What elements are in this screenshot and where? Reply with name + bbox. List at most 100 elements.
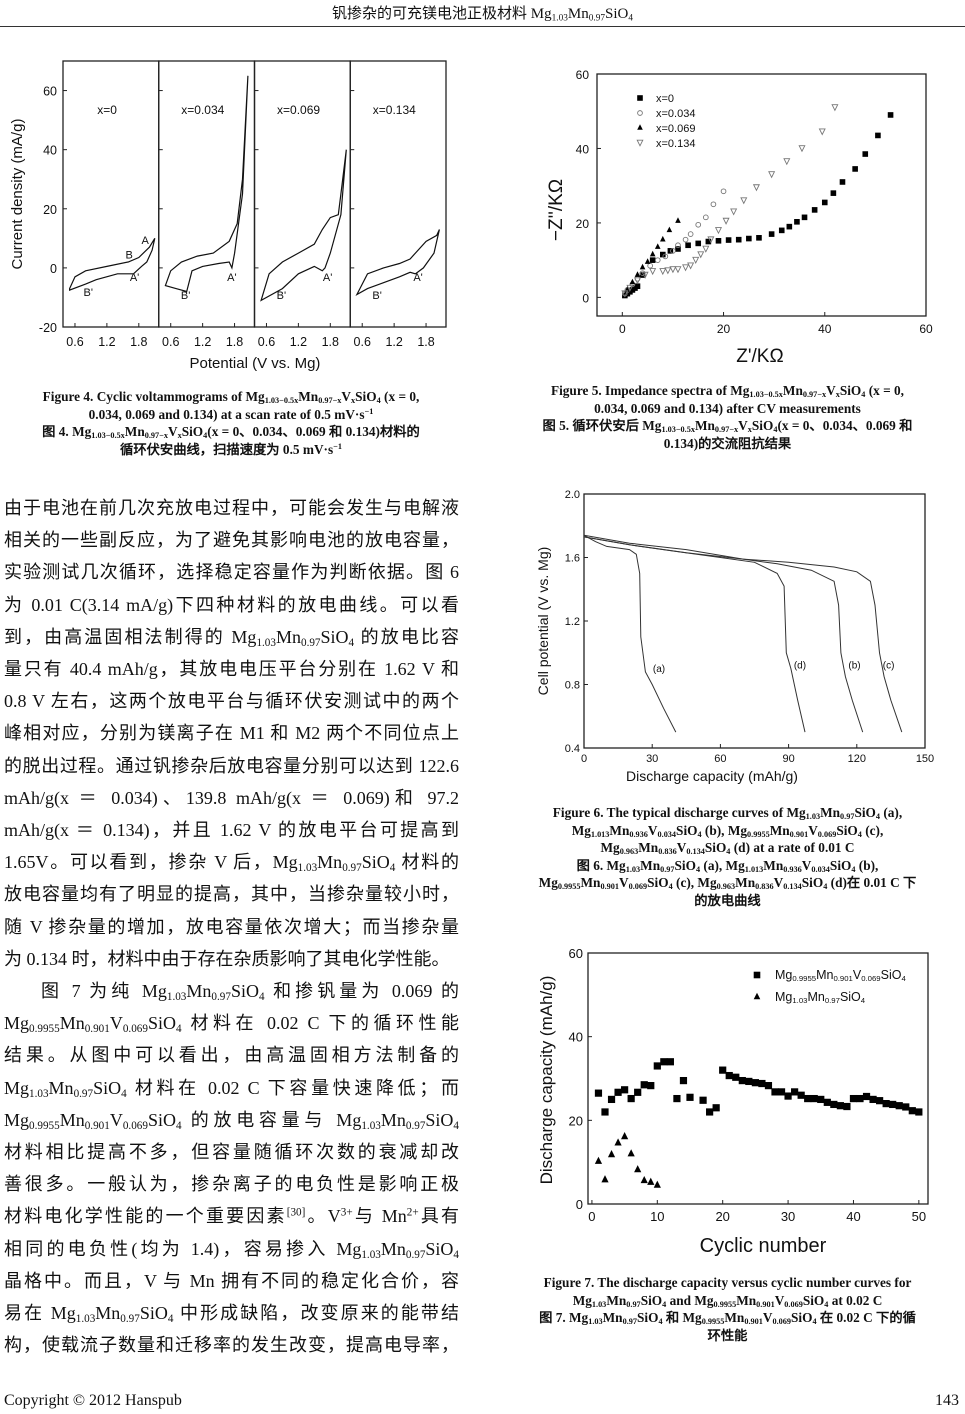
y-tick-label: 40	[43, 144, 57, 158]
body-text-line: 易在 Mg1.03Mn0.97SiO4 中形成缺陷，改变原来的能带结	[4, 1303, 460, 1325]
body-text-line: mAh/g(x ＝ 0.134)，并且 1.62 V 的放电平台可提高到	[4, 820, 459, 840]
cv-curve-x=0.034	[164, 75, 249, 293]
data-point-x=0	[852, 166, 858, 172]
legend-marker	[637, 110, 643, 116]
peak-label: B'	[372, 290, 381, 302]
data-point	[640, 1175, 648, 1184]
data-point-x=0.134	[633, 277, 642, 285]
data-point	[686, 1093, 694, 1101]
data-point	[791, 1088, 799, 1096]
body-text-line: 材料电化学性能的一个重要因素[30]。V3+与 Mn2+具有	[4, 1206, 460, 1227]
body-text-line: Mg1.03Mn0.97SiO4 材料在 0.02 C 下容量快速降低；而	[4, 1077, 459, 1100]
x-tick-label: 50	[912, 1209, 926, 1224]
data-point-x=0	[695, 240, 702, 247]
data-point	[673, 1094, 681, 1103]
cv-curve-x=0.134	[355, 229, 440, 296]
data-point	[660, 1058, 668, 1066]
y-axis-label: Cell potential (V vs. Mg)	[535, 547, 551, 696]
body-text-line: 随 V 掺杂量的增加，放电容量依次增大；而当掺杂量	[4, 916, 459, 937]
data-point	[882, 1100, 890, 1108]
x-tick-label: 30	[781, 1209, 795, 1224]
data-point-x=0.134	[664, 267, 672, 275]
caption-line: Mg0.963Mn0.836V0.134SiO4 (d) at a rate o…	[600, 840, 855, 857]
y-tick-label: 2.0	[565, 489, 580, 501]
data-point	[719, 1066, 727, 1074]
x-tick-label: 150	[916, 753, 934, 765]
data-point-x=0	[830, 190, 837, 196]
data-point-x=0.134	[722, 217, 730, 225]
data-point-x=0	[875, 132, 881, 139]
caption-line: Mg1.03Mn0.97SiO4 and Mg0.9955Mn0.901V0.0…	[572, 1292, 883, 1309]
data-point	[732, 1073, 740, 1081]
data-point-x=0.134	[626, 284, 634, 292]
data-point	[607, 1150, 616, 1158]
legend-marker	[637, 95, 643, 101]
data-point	[797, 1091, 805, 1099]
data-point	[627, 1094, 635, 1103]
data-point	[614, 1088, 622, 1096]
data-point-x=0	[705, 238, 712, 245]
body-text-line: 晶格中。而且，V 与 Mn 拥有不同的稳定化合价，容	[4, 1270, 459, 1291]
cycling-plot-frame	[587, 952, 929, 1205]
peak-label: B'	[277, 290, 286, 302]
data-point	[745, 1077, 753, 1086]
x-tick-label: 1.8	[322, 335, 339, 349]
y-axis-label: −Z''/KΩ	[546, 179, 567, 241]
x-tick-label: 0	[588, 1209, 595, 1224]
peak-label: A	[142, 235, 150, 247]
caption-line: Figure 7. The discharge capacity versus …	[543, 1275, 912, 1290]
data-point	[738, 1076, 746, 1085]
caption-line: Figure 6. The typical discharge curves o…	[552, 805, 903, 822]
body-text-line: 为 0.01 C(3.14 mA/g)下四种材料的放电曲线。可以看	[4, 594, 459, 615]
data-point	[706, 1108, 714, 1116]
data-point-x=0	[746, 235, 752, 242]
legend-label: x=0	[656, 93, 674, 105]
data-point	[836, 1102, 844, 1110]
data-point-x=0.134	[641, 271, 649, 279]
curve-label: (d)	[794, 661, 806, 672]
data-point	[823, 1098, 831, 1106]
data-point-x=0.069	[639, 263, 646, 270]
body-text-line: 为 0.134 时，材料中由于存在杂质影响了其电化学性能。	[4, 948, 450, 969]
data-point	[777, 1088, 786, 1096]
body-text-line: 放电容量均有了明显的提高，其中，当掺杂量较小时，	[4, 884, 459, 905]
data-point-x=0.069	[660, 235, 666, 242]
running-header: 钒掺杂的可充镁电池正极材料 Mg1.03Mn0.97SiO4	[332, 6, 633, 24]
cv-panel-frame	[349, 60, 447, 328]
peak-label: A'	[227, 272, 236, 284]
figure-7-caption: Figure 7. The discharge capacity versus …	[490, 1274, 965, 1344]
data-point	[758, 1079, 766, 1088]
data-point	[817, 1095, 825, 1104]
discharge-curve-(d)	[583, 536, 806, 733]
data-point-x=0	[821, 199, 828, 206]
data-point	[764, 1082, 773, 1090]
caption-line: 图 7. Mg1.03Mn0.97SiO4 和 Mg0.9955Mn0.901V…	[539, 1310, 916, 1327]
cv-panel-frame	[253, 60, 351, 328]
data-point-x=0.134	[783, 158, 791, 166]
body-text-line: Mg0.9955Mn0.901V0.069SiO4 的放电容量与 Mg1.03M…	[4, 1109, 459, 1132]
data-point-x=0.034	[647, 262, 653, 269]
data-point	[640, 1081, 648, 1089]
data-point	[915, 1108, 923, 1116]
legend-label: Mg1.03Mn0.97SiO4	[775, 990, 866, 1005]
y-tick-label: -20	[39, 321, 57, 335]
body-text-line: 1.65V。可以看到，掺杂 V 后，Mg1.03Mn0.97SiO4 材料的	[4, 852, 459, 874]
x-tick-label: 1.8	[417, 335, 434, 349]
data-point-x=0	[715, 237, 722, 244]
data-point	[856, 1094, 864, 1103]
data-point-x=0.069	[649, 250, 656, 257]
caption-line: 的放电曲线	[694, 892, 761, 908]
y-tick-label: 1.2	[565, 616, 580, 628]
x-tick-label: 1.2	[194, 335, 211, 349]
y-tick-label: 0	[50, 262, 57, 276]
y-tick-label: 0	[582, 291, 589, 305]
y-tick-label: 1.6	[565, 553, 580, 565]
caption-line: 0.134)的交流阻抗结果	[663, 435, 792, 451]
data-point	[699, 1096, 707, 1104]
data-point	[895, 1102, 903, 1110]
x-tick-label: 0	[581, 753, 587, 765]
x-tick-label: 0.6	[66, 335, 83, 349]
data-point	[862, 1092, 871, 1101]
body-text-line: 材料相比提高不多，但容量随循环次数的衰减却改	[4, 1142, 459, 1162]
data-point-x=0	[862, 151, 869, 157]
